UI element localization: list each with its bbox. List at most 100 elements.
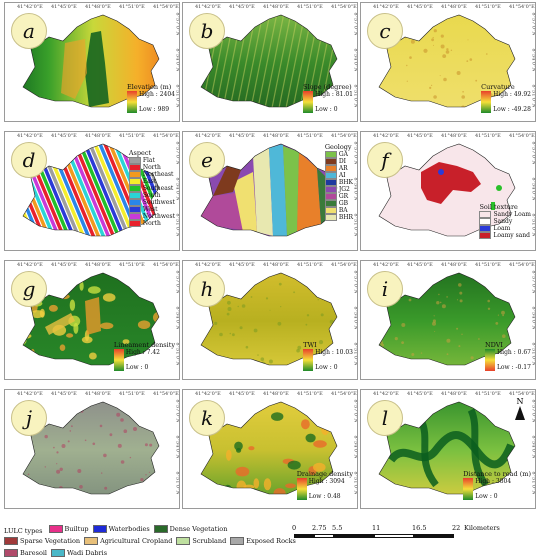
legend-item: North	[128, 220, 175, 227]
legend-item: BHR	[324, 214, 353, 221]
lon-label: 41°45'0"E	[407, 133, 433, 139]
lon-label: 41°51'0"E	[297, 262, 323, 268]
scale-segment	[314, 534, 334, 538]
lat-label: 8°51'0"N	[530, 342, 536, 366]
lat-label: 8°57'0"N	[174, 270, 180, 294]
lat-label: 8°57'0"N	[530, 141, 536, 165]
legend-title: Distance to road (m)	[463, 470, 531, 478]
lat-label: 8°51'0"N	[174, 471, 180, 495]
color-ramp	[484, 349, 495, 371]
lon-label: 41°42'0"E	[195, 133, 221, 139]
lulc-legend-item: Dense Vegetation	[153, 524, 227, 534]
lat-label: 8°54'0"N	[352, 48, 358, 72]
lon-label: 41°51'0"E	[119, 133, 145, 139]
lat-label: 8°57'0"N	[352, 270, 358, 294]
legend-title: Curvature	[481, 83, 515, 91]
panel-letter-badge: h	[189, 271, 225, 307]
panel-letter-badge: a	[11, 13, 47, 49]
lulc-legend-item: Agricultural Cropland	[84, 536, 172, 546]
legend-title: Geology	[324, 143, 352, 151]
map-panel-f: 41°42'0"E 41°45'0"E 41°48'0"E 41°51'0"E 41°5…	[360, 131, 536, 251]
lon-label: 41°42'0"E	[373, 4, 399, 10]
legend-title: TWI	[303, 341, 317, 349]
lon-label: 41°51'0"E	[119, 262, 145, 268]
legend-item: East	[128, 178, 175, 185]
lon-label: 41°51'0"E	[475, 4, 501, 10]
lon-label: 41°42'0"E	[17, 4, 43, 10]
lon-label: 41°48'0"E	[85, 262, 111, 268]
legend-item: AI	[324, 172, 353, 179]
lat-label: 8°54'0"N	[530, 177, 536, 201]
legend-low: Low : 0	[125, 364, 149, 371]
north-arrow-icon: N	[515, 398, 525, 420]
lat-label: 8°54'0"N	[174, 177, 180, 201]
lulc-legend-item: Sparse Vegetation	[4, 536, 80, 546]
lon-label: 41°51'0"E	[297, 4, 323, 10]
lon-label: 41°48'0"E	[441, 262, 467, 268]
map-panel-a: 41°42'0"E 41°45'0"E 41°48'0"E 41°51'0"E 41°5…	[4, 2, 180, 122]
legend-item: Loamy sand	[479, 232, 531, 239]
legend-item: GA	[324, 151, 353, 158]
bottom-bar: LULC types Builtup Waterbodies Dense Veget…	[4, 524, 534, 557]
legend-item: Northeast	[128, 171, 175, 178]
legend-item: Loam	[479, 225, 531, 232]
scale-unit: Kilometers	[464, 524, 500, 532]
legend-title: Drainage density	[296, 470, 353, 478]
lat-label: 8°57'0"N	[530, 270, 536, 294]
lon-label: 41°54'0"E	[153, 4, 179, 10]
legend-high: High : 0.67	[496, 349, 531, 356]
lon-label: 41°54'0"E	[153, 133, 179, 139]
color-ramp	[303, 91, 314, 113]
lat-label: 8°51'0"N	[530, 471, 536, 495]
lon-label: 41°54'0"E	[509, 391, 535, 397]
legend-title: NDVI	[484, 341, 503, 349]
lat-label: 8°57'0"N	[352, 399, 358, 423]
lon-label: 41°54'0"E	[153, 391, 179, 397]
legend-item: Flat	[128, 157, 175, 164]
lat-label: 8°54'0"N	[352, 306, 358, 330]
panel-legend: Curvature High : 49.92 Low : -49.28	[481, 84, 531, 113]
map-panel-d: 41°42'0"E 41°45'0"E 41°48'0"E 41°51'0"E 41°5…	[4, 131, 180, 251]
lat-label: 8°54'0"N	[174, 306, 180, 330]
color-ramp	[127, 91, 138, 113]
lat-label: 8°51'0"N	[530, 213, 536, 237]
lat-label: 8°51'0"N	[352, 213, 358, 237]
legend-low: Low : -49.28	[493, 106, 531, 113]
lon-label: 41°42'0"E	[373, 133, 399, 139]
legend-low: Low : 989	[139, 106, 170, 113]
panel-letter-badge: b	[189, 13, 225, 49]
lon-label: 41°48'0"E	[441, 391, 467, 397]
lon-label: 41°45'0"E	[51, 391, 77, 397]
map-panel-j: 41°42'0"E 41°45'0"E 41°48'0"E 41°51'0"E 41°5…	[4, 389, 180, 509]
lon-label: 41°42'0"E	[195, 391, 221, 397]
lat-label: 8°51'0"N	[352, 342, 358, 366]
lon-label: 41°42'0"E	[17, 391, 43, 397]
legend-item: North	[128, 164, 175, 171]
legend-low: Low : 0	[315, 106, 338, 113]
legend-item: South	[128, 192, 175, 199]
lat-label: 8°57'0"N	[174, 141, 180, 165]
panel-legend: Slope (degree) High : 81.01 Low : 0	[303, 84, 353, 113]
panel-legend: Aspect Flat North Northeast East Southeast Sou…	[128, 150, 175, 227]
map-panel-k: 41°42'0"E 41°45'0"E 41°48'0"E 41°51'0"E 41°5…	[182, 389, 358, 509]
legend-low: Low : -0.17	[496, 364, 531, 371]
lon-label: 41°51'0"E	[475, 262, 501, 268]
color-ramp	[296, 478, 307, 500]
lulc-legend-item: Waterbodies	[92, 524, 150, 534]
map-panel-i: 41°42'0"E 41°45'0"E 41°48'0"E 41°51'0"E 41°5…	[360, 260, 536, 380]
panel-legend: Geology GA DI AR AI BHK JG2 GR GB BA BHR	[324, 143, 353, 221]
lon-label: 41°48'0"E	[85, 4, 111, 10]
legend-item: Sandy	[479, 218, 531, 225]
legend-item: Sandy Loam	[479, 211, 531, 218]
legend-item: GB	[324, 200, 353, 207]
lat-label: 8°54'0"N	[530, 306, 536, 330]
panel-legend: Drainage density High : 3094 Low : 0.48	[296, 470, 353, 500]
map-panel-c: 41°42'0"E 41°45'0"E 41°48'0"E 41°51'0"E 41°5…	[360, 2, 536, 122]
legend-item: JG2	[324, 186, 353, 193]
lat-label: 8°54'0"N	[174, 48, 180, 72]
map-panel-e: 41°42'0"E 41°45'0"E 41°48'0"E 41°51'0"E 41°5…	[182, 131, 358, 251]
panel-legend: NDVI High : 0.67 Low : -0.17	[484, 341, 531, 371]
lat-label: 8°51'0"N	[174, 84, 180, 108]
legend-high: High : 10.03	[315, 349, 353, 356]
lon-label: 41°54'0"E	[331, 4, 357, 10]
